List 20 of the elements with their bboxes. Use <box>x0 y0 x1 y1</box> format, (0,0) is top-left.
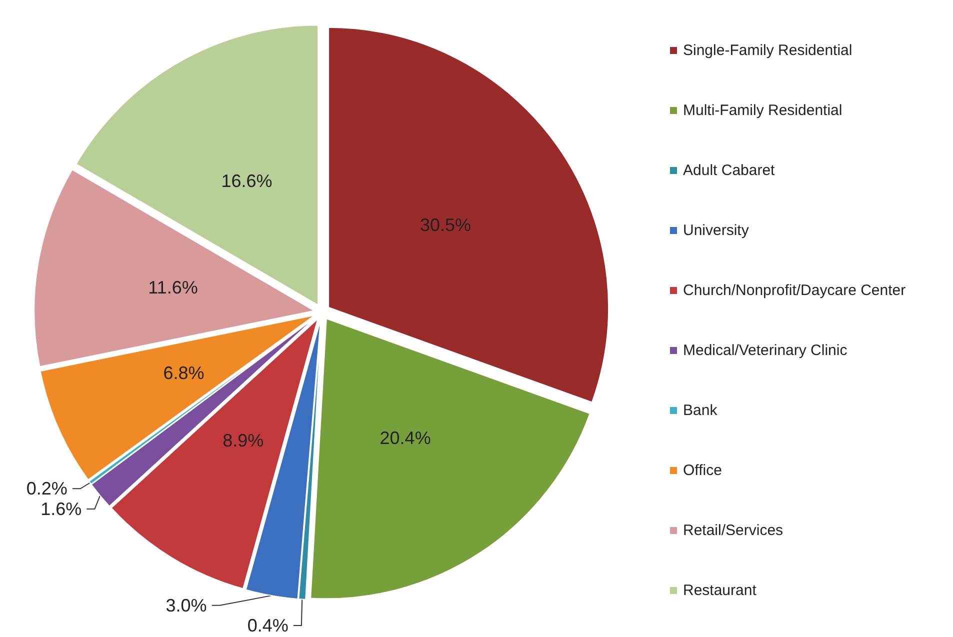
legend-label: Church/Nonprofit/Daycare Center <box>683 282 906 299</box>
legend-label: Restaurant <box>683 582 758 599</box>
legend-label: University <box>683 222 750 239</box>
data-label: 16.6% <box>221 171 272 192</box>
legend-label: Medical/Veterinary Clinic <box>683 342 848 359</box>
data-label: 30.5% <box>420 215 472 236</box>
data-label: 3.0% <box>166 595 207 616</box>
legend-label: Office <box>683 462 722 479</box>
data-label: 1.6% <box>40 499 82 520</box>
data-label: 0.4% <box>247 616 288 636</box>
data-label: 8.9% <box>222 430 264 451</box>
legend-label: Retail/Services <box>683 522 784 539</box>
data-label: 20.4% <box>380 428 431 448</box>
legend-label: Bank <box>683 402 718 419</box>
data-label: 0.2% <box>26 478 68 499</box>
legend-label: Single-Family Residential <box>683 42 852 59</box>
data-label: 6.8% <box>163 362 204 383</box>
legend-label: Adult Cabaret <box>683 162 776 179</box>
data-label: 11.6% <box>148 277 198 298</box>
legend-label: Multi-Family Residential <box>683 102 842 119</box>
